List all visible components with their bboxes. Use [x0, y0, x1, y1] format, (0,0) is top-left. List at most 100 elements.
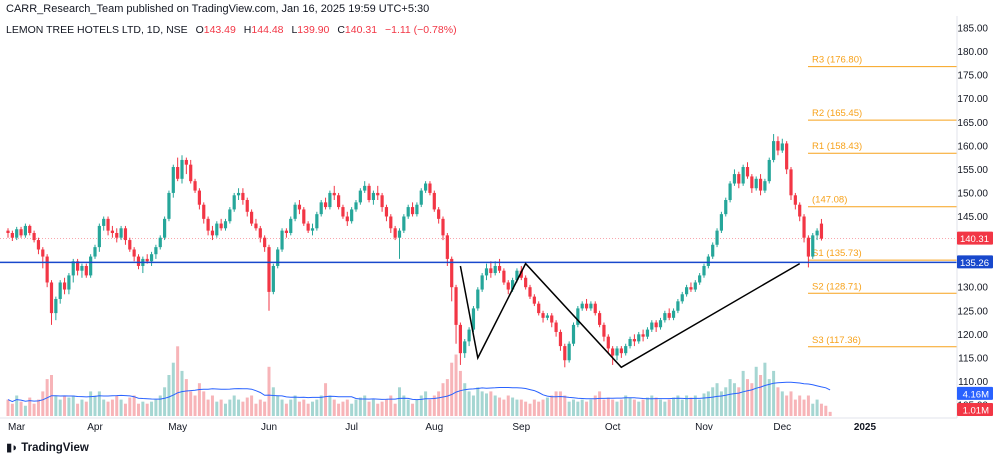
candle-body: [54, 298, 58, 314]
volume-bar: [554, 391, 558, 416]
volume-bar: [267, 366, 271, 416]
volume-bar: [567, 401, 571, 416]
candle-body: [476, 289, 480, 309]
volume-bar: [224, 403, 227, 416]
candle-body: [515, 270, 519, 281]
pivot-label: S3 (117.36): [812, 335, 861, 346]
volume-bar: [532, 399, 536, 416]
candle-body: [741, 167, 745, 184]
candle-body: [793, 195, 797, 205]
candle-body: [180, 159, 184, 179]
volume-bar: [363, 395, 367, 416]
price-tick-label: 180.00: [957, 47, 988, 58]
volume-bar: [210, 395, 214, 416]
volume-bar: [389, 395, 393, 416]
volume-bar: [650, 395, 654, 416]
symbol-legend: LEMON TREE HOTELS LTD, 1D, NSE O143.49 H…: [6, 24, 457, 36]
candle-body: [289, 218, 293, 233]
candle-body: [480, 275, 484, 290]
candle-body: [419, 190, 423, 205]
pivot-label: S2 (128.71): [812, 281, 862, 292]
time-tick-label: 2025: [854, 422, 877, 433]
candle-body: [219, 223, 223, 229]
price-tick-label: 165.00: [957, 118, 988, 129]
volume-bar: [441, 383, 445, 416]
symbol-name[interactable]: LEMON TREE HOTELS LTD, 1D, NSE: [6, 24, 188, 36]
volume-bar: [58, 399, 62, 416]
volume-bar: [585, 401, 589, 416]
volume-bar: [485, 393, 488, 416]
volume-bar: [750, 383, 754, 416]
candle-body: [628, 339, 632, 347]
volume-bar: [110, 399, 114, 416]
pivot-label: (147.08): [812, 195, 847, 206]
candle-body: [76, 261, 80, 271]
candle-body: [145, 258, 149, 262]
volume-bar: [106, 401, 110, 416]
volume-bar: [171, 362, 175, 416]
time-axis[interactable]: Mar Apr May Jun Jul Aug Sep Oct Nov Dec 2025: [8, 422, 877, 433]
volume-bar: [632, 399, 636, 416]
volume-bar: [341, 401, 345, 416]
candle-body: [136, 256, 141, 266]
candle-body: [228, 209, 232, 222]
candle-body: [23, 225, 27, 236]
candle-body: [798, 204, 802, 217]
volume-bar: [406, 399, 410, 416]
volume-bar: [606, 397, 610, 416]
candle-body: [128, 240, 132, 250]
candle-body: [276, 249, 280, 266]
time-tick-label: Jul: [345, 422, 358, 433]
candle-body: [184, 159, 188, 165]
candle-body: [102, 218, 106, 226]
volume-bar: [693, 395, 697, 416]
candle-body: [71, 261, 75, 276]
volume-bar: [785, 395, 789, 416]
candle-body: [236, 192, 241, 196]
pattern-drawing[interactable]: [459, 262, 801, 369]
price-axis[interactable]: 185.00 180.00 175.00 170.00 165.00 160.00 155.…: [957, 24, 988, 412]
volume-bar: [306, 403, 310, 416]
volume-bar: [67, 397, 71, 416]
volume-bar: [63, 395, 67, 416]
volume-bar: [732, 383, 736, 416]
candle-body: [706, 256, 710, 266]
pivot-levels: R3 (176.80) R2 (165.45) R1 (158.43) (147.08…: [808, 55, 957, 348]
volume-bars: [6, 346, 832, 416]
candle-body: [763, 181, 767, 191]
candle-body: [506, 282, 510, 290]
volume-bar: [367, 401, 371, 416]
volume-ma-label-bg: [957, 386, 993, 400]
volume-bar: [698, 399, 702, 416]
volume-bar: [132, 395, 136, 416]
candle-body: [106, 218, 110, 231]
volume-bar: [354, 399, 358, 416]
time-tick-label: Dec: [773, 422, 791, 433]
price-tick-label: 145.00: [957, 212, 988, 223]
high-value: 144.48: [251, 24, 284, 36]
volume-bar: [158, 395, 162, 416]
volume-bar: [702, 393, 706, 416]
price-tick-label: 155.00: [957, 165, 988, 176]
tradingview-logo[interactable]: ▮◗ TradingView: [6, 440, 89, 454]
candle-body: [693, 282, 697, 290]
candle-body: [802, 216, 806, 238]
volume-bar: [776, 387, 780, 416]
volume-bar: [119, 399, 123, 416]
candle-body: [67, 275, 71, 290]
volume-bar: [184, 379, 188, 416]
volume-bar: [10, 403, 14, 416]
change-value: −1.11 (−0.78%): [384, 24, 457, 36]
support-price-label: 135.26: [960, 258, 989, 269]
price-tick-label: 150.00: [957, 188, 988, 199]
volume-bar: [780, 391, 784, 416]
volume-bar: [180, 370, 184, 416]
volume-bar: [345, 399, 349, 416]
candle-body: [663, 313, 667, 321]
volume-bar: [328, 395, 332, 416]
time-tick-label: May: [168, 422, 187, 433]
candle-body: [310, 228, 315, 231]
candle-body: [624, 346, 628, 354]
volume-bar: [54, 395, 58, 416]
